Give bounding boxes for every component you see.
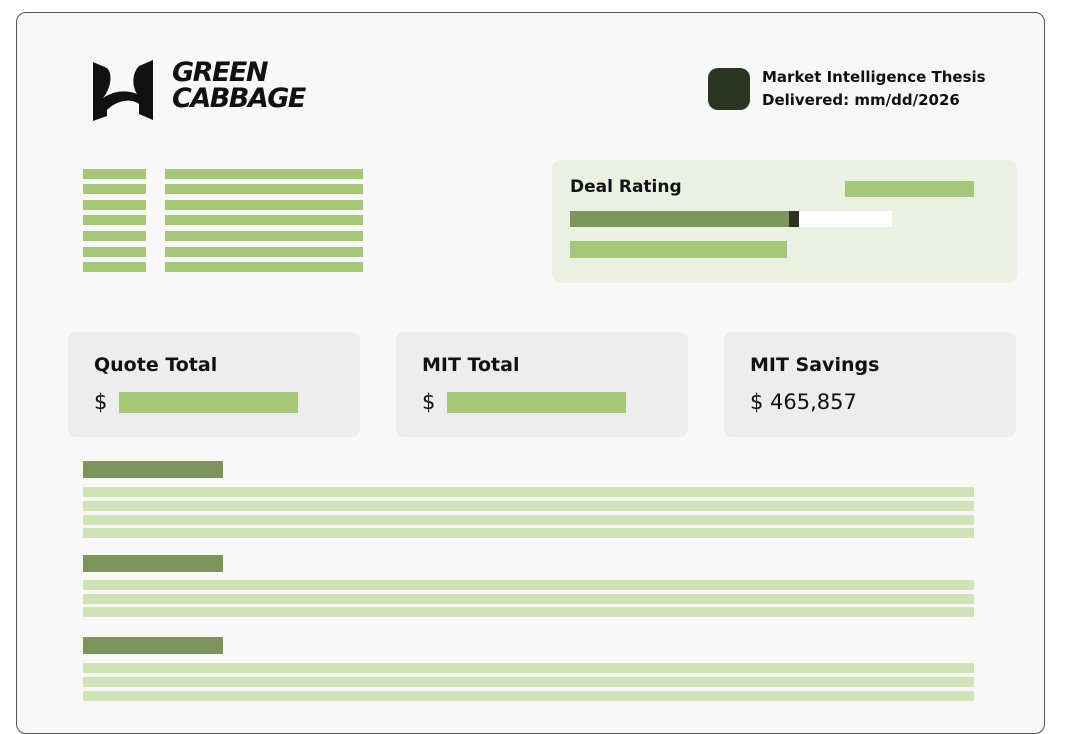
section-heading-placeholder xyxy=(83,555,223,572)
header-badge-icon xyxy=(708,68,750,110)
placeholder-label xyxy=(83,184,146,194)
deal-rating-placeholder xyxy=(845,181,974,197)
deal-rating-fill xyxy=(570,211,789,227)
placeholder-label xyxy=(83,200,146,210)
placeholder-value xyxy=(165,184,363,194)
section-line-placeholder xyxy=(83,691,974,701)
placeholder-label xyxy=(83,215,146,225)
section-line-placeholder xyxy=(83,594,974,604)
section-line-placeholder xyxy=(83,677,974,687)
card-value-placeholder xyxy=(447,392,626,413)
card-value-placeholder xyxy=(119,392,298,413)
placeholder-value xyxy=(165,262,363,272)
card-title: MIT Total xyxy=(422,354,520,376)
section-line-placeholder xyxy=(83,487,974,497)
section-heading-placeholder xyxy=(83,461,223,478)
placeholder-value xyxy=(165,215,363,225)
section-heading-placeholder xyxy=(83,637,223,654)
placeholder-label xyxy=(83,169,146,179)
logo-mark-icon xyxy=(93,60,153,121)
header-delivered: Delivered: mm/dd/2026 xyxy=(762,91,960,109)
header-info: Market Intelligence Thesis Delivered: mm… xyxy=(762,66,986,112)
section-line-placeholder xyxy=(83,515,974,525)
logo-wordmark: GREEN CABBAGE xyxy=(172,57,306,114)
header-title: Market Intelligence Thesis xyxy=(762,68,986,86)
deal-rating-panel: Deal Rating xyxy=(552,160,1017,283)
quote-total-card: Quote Total $ xyxy=(68,332,360,437)
logo-line1: GREEN xyxy=(172,57,268,88)
placeholder-value xyxy=(165,247,363,257)
section-line-placeholder xyxy=(83,607,974,617)
placeholder-label xyxy=(83,262,146,272)
card-title: Quote Total xyxy=(94,354,218,376)
placeholder-value xyxy=(165,200,363,210)
placeholder-label xyxy=(83,247,146,257)
logo-line2: CABBAGE xyxy=(172,83,306,114)
deal-rating-subtext-placeholder xyxy=(570,241,787,258)
placeholder-label xyxy=(83,231,146,241)
deal-rating-label: Deal Rating xyxy=(570,177,682,197)
section-line-placeholder xyxy=(83,580,974,590)
deal-rating-marker xyxy=(788,211,799,227)
section-line-placeholder xyxy=(83,501,974,511)
mit-total-card: MIT Total $ xyxy=(396,332,688,437)
placeholder-value xyxy=(165,169,363,179)
deal-rating-track xyxy=(570,211,892,227)
card-value: $ 465,857 xyxy=(750,390,857,414)
card-title: MIT Savings xyxy=(750,354,880,376)
mit-savings-card: MIT Savings $ 465,857 xyxy=(724,332,1016,437)
card-currency: $ xyxy=(94,390,108,414)
placeholder-value xyxy=(165,231,363,241)
card-currency: $ xyxy=(422,390,436,414)
section-line-placeholder xyxy=(83,663,974,673)
section-line-placeholder xyxy=(83,528,974,538)
